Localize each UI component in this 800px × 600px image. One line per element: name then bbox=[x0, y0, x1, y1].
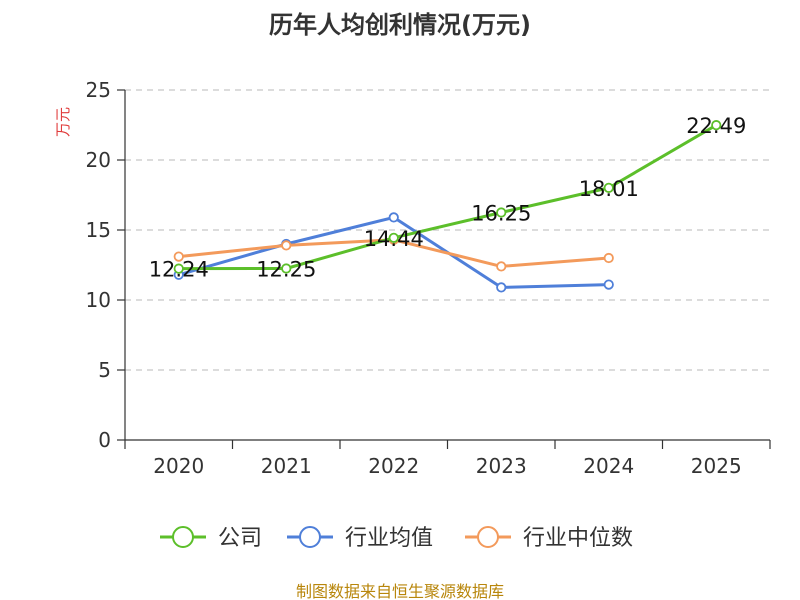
data-label: 12.25 bbox=[256, 258, 316, 282]
x-tick-label: 2023 bbox=[476, 454, 527, 478]
y-axis-label: 万元 bbox=[54, 107, 72, 137]
legend-label: 行业均值 bbox=[345, 526, 433, 551]
x-tick-label: 2025 bbox=[691, 454, 742, 478]
y-tick-label: 15 bbox=[86, 218, 111, 242]
data-point bbox=[603, 182, 614, 193]
data-label: 22.49 bbox=[686, 114, 746, 138]
data-point bbox=[496, 207, 507, 218]
chart-title: 历年人均创利情况(万元) bbox=[269, 11, 531, 39]
data-point bbox=[281, 240, 292, 251]
y-tick-label: 5 bbox=[98, 358, 111, 382]
series-layer bbox=[173, 120, 722, 293]
x-tick-label: 2022 bbox=[368, 454, 419, 478]
legend-swatch-marker bbox=[299, 526, 321, 548]
data-labels: 12.24 12.25 14.44 16.25 18.01 22.49 bbox=[149, 114, 747, 282]
data-point bbox=[388, 212, 399, 223]
data-point bbox=[388, 232, 399, 243]
x-tick-label: 2024 bbox=[583, 454, 634, 478]
data-label: 12.24 bbox=[149, 258, 209, 282]
data-label: 16.25 bbox=[471, 202, 531, 226]
series-line bbox=[178, 123, 718, 271]
data-point bbox=[173, 251, 184, 262]
data-point bbox=[496, 261, 507, 272]
legend-label: 行业中位数 bbox=[523, 526, 633, 551]
y-tick-label: 25 bbox=[86, 78, 111, 102]
legend-label: 公司 bbox=[218, 526, 262, 551]
legend-swatch-marker bbox=[477, 526, 499, 548]
data-point bbox=[603, 279, 614, 290]
grid-lines bbox=[125, 89, 770, 371]
data-point bbox=[173, 263, 184, 274]
data-point bbox=[281, 263, 292, 274]
data-point bbox=[496, 282, 507, 293]
y-tick-label: 10 bbox=[86, 288, 111, 312]
legend-swatch-marker bbox=[172, 526, 194, 548]
x-tick-label: 2020 bbox=[153, 454, 204, 478]
data-label: 14.44 bbox=[364, 227, 424, 251]
y-tick-label: 0 bbox=[98, 428, 111, 452]
data-point bbox=[603, 252, 614, 264]
footer-source: 制图数据来自恒生聚源数据库 bbox=[296, 582, 504, 600]
data-label: 18.01 bbox=[579, 177, 639, 201]
data-point bbox=[711, 120, 722, 131]
y-tick-label: 20 bbox=[86, 148, 111, 172]
x-tick-label: 2021 bbox=[261, 454, 312, 478]
legend: 公司 行业均值 行业中位数 bbox=[160, 526, 633, 551]
